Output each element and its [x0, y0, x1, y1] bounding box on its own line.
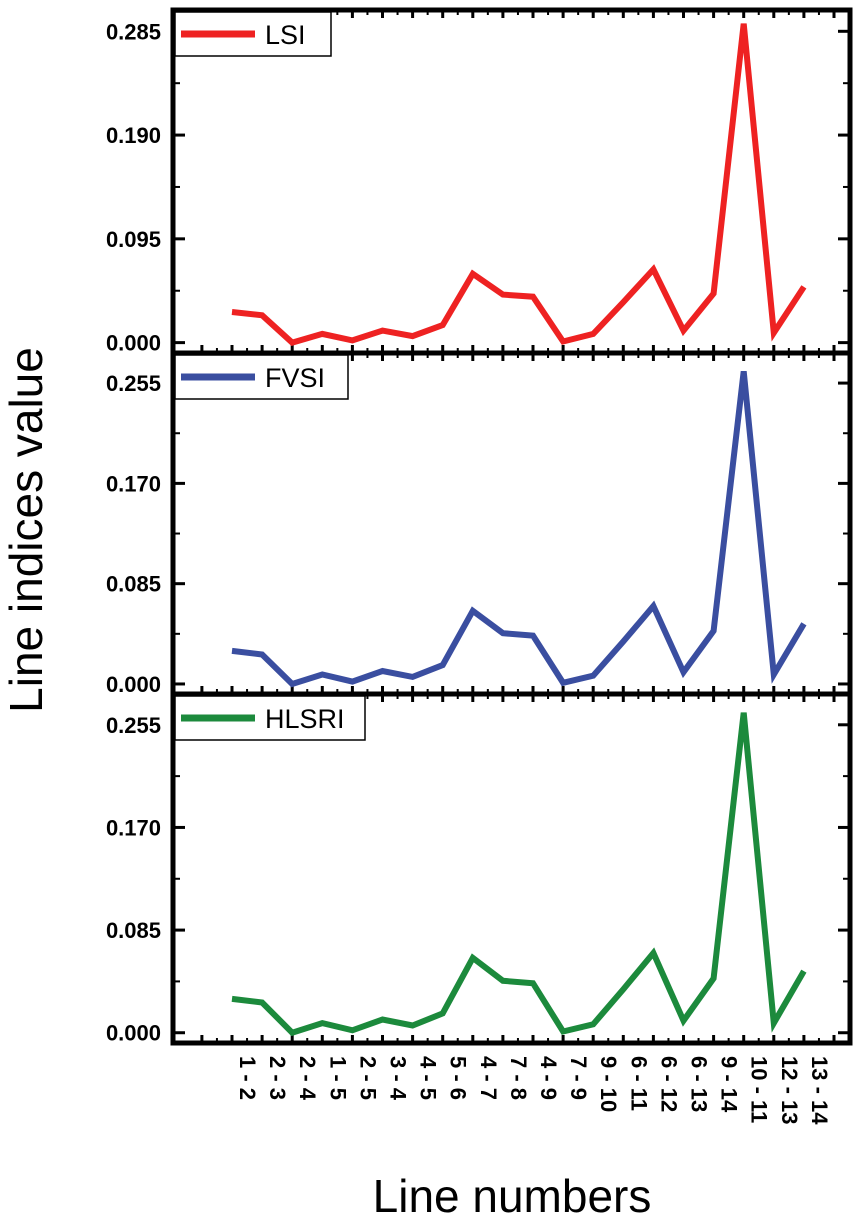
x-tick-label: 9 - 10 — [596, 1056, 621, 1112]
panel-hlsri: 0.000 0.085 0.170 0.255 HLSRI — [106, 691, 853, 1046]
y-tick-label: 0.000 — [106, 672, 161, 697]
y-tick-label: 0.255 — [106, 371, 161, 396]
y-axis-title: Line indices value — [0, 347, 52, 713]
x-tick-label: 3 - 4 — [386, 1056, 411, 1101]
legend-hlsri: HLSRI — [174, 695, 366, 741]
x-tick-label: 1 - 2 — [235, 1056, 260, 1100]
legend-lsi: LSI — [174, 11, 332, 57]
y-tick-label: 0.170 — [106, 815, 161, 840]
x-tick-label: 6 - 11 — [626, 1056, 651, 1111]
x-tick-label: 6 - 12 — [656, 1056, 681, 1112]
x-tick-label: 6 - 13 — [687, 1056, 712, 1112]
x-tick-label: 7 - 9 — [566, 1056, 591, 1100]
x-tick-label: 9 - 14 — [717, 1056, 742, 1113]
x-tick-label: 4 - 7 — [476, 1056, 501, 1100]
y-tick-label: 0.170 — [106, 471, 161, 496]
y-tick-label: 0.000 — [106, 331, 161, 356]
legend-label: FVSI — [265, 363, 325, 393]
series-line-fvsi — [231, 370, 807, 688]
x-tick-label: 2 - 3 — [265, 1056, 290, 1100]
series-line-hlsri — [231, 712, 807, 1037]
x-tick-label: 2 - 4 — [295, 1056, 320, 1101]
x-tick-label: 5 - 6 — [446, 1056, 471, 1100]
legend-fvsi: FVSI — [174, 354, 349, 400]
panel-lsi: 0.000 0.095 0.190 0.285 LSI — [106, 7, 853, 356]
y-tick-label: 0.190 — [106, 123, 161, 148]
y-tick-label: 0.000 — [106, 1021, 161, 1046]
panel-frame — [170, 691, 853, 1046]
legend-label: HLSRI — [265, 704, 345, 734]
x-tick-label: 4 - 9 — [536, 1056, 561, 1100]
x-tick-label: 10 - 11 — [747, 1056, 772, 1123]
y-tick-label: 0.285 — [106, 19, 161, 44]
x-tick-label: 12 - 13 — [777, 1056, 802, 1125]
x-tick-label: 1 - 5 — [325, 1056, 350, 1100]
y-tick-label: 0.255 — [106, 713, 161, 738]
legend-label: LSI — [265, 20, 306, 50]
y-tick-label: 0.085 — [106, 918, 161, 943]
x-tick-label: 13 - 14 — [807, 1056, 832, 1125]
x-tick-label: 7 - 8 — [506, 1056, 531, 1100]
panel-fvsi: 0.000 0.085 0.170 0.255 FVSI — [106, 350, 853, 697]
y-tick-label: 0.095 — [106, 227, 161, 252]
y-tick-label: 0.085 — [106, 572, 161, 597]
series-line-lsi — [231, 23, 807, 346]
x-tick-label: 4 - 5 — [416, 1056, 441, 1100]
x-tick-label: 2 - 5 — [355, 1056, 380, 1100]
x-axis-title: Line numbers — [373, 1170, 652, 1222]
